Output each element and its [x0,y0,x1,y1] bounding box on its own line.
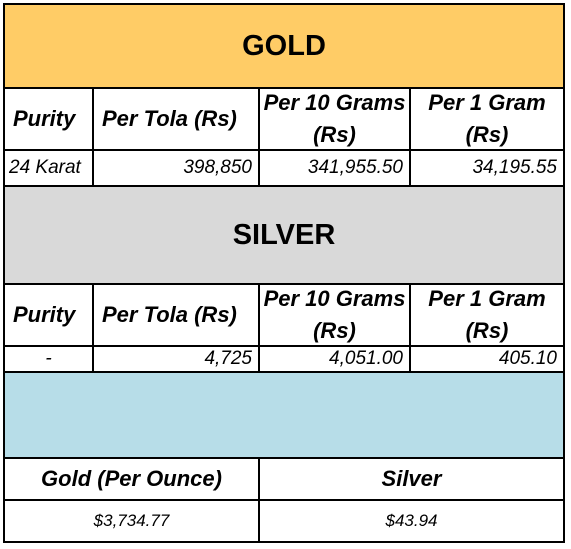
intl-gold-value: $3,734.77 [3,499,260,543]
silver-header-purity: Purity [3,283,94,347]
gold-header-per-tola: Per Tola (Rs) [92,87,260,151]
silver-header-per-tola: Per Tola (Rs) [92,283,260,347]
silver-title: SILVER [3,185,565,285]
intl-silver-value: $43.94 [258,499,565,543]
silver-header-per-10-grams: Per 10 Grams (Rs) [258,283,411,347]
gold-per-1-gram-value: 34,195.55 [409,149,565,187]
gold-header-per-1-gram: Per 1 Gram (Rs) [409,87,565,151]
intl-gold-header: Gold (Per Ounce) [3,457,260,501]
silver-purity-value: - [3,345,94,373]
gold-header-per-10-grams: Per 10 Grams (Rs) [258,87,411,151]
silver-per-tola-value: 4,725 [92,345,260,373]
gold-per-tola-value: 398,850 [92,149,260,187]
silver-per-10-grams-value: 4,051.00 [258,345,411,373]
gold-per-10-grams-value: 341,955.50 [258,149,411,187]
intl-silver-header: Silver [258,457,565,501]
rates-sheet: GOLD Purity Per Tola (Rs) Per 10 Grams (… [3,3,565,543]
gold-header-purity: Purity [3,87,94,151]
silver-per-1-gram-value: 405.10 [409,345,565,373]
international-banner [3,371,565,459]
silver-header-per-1-gram: Per 1 Gram (Rs) [409,283,565,347]
gold-purity-value: 24 Karat [3,149,94,187]
gold-title: GOLD [3,3,565,89]
